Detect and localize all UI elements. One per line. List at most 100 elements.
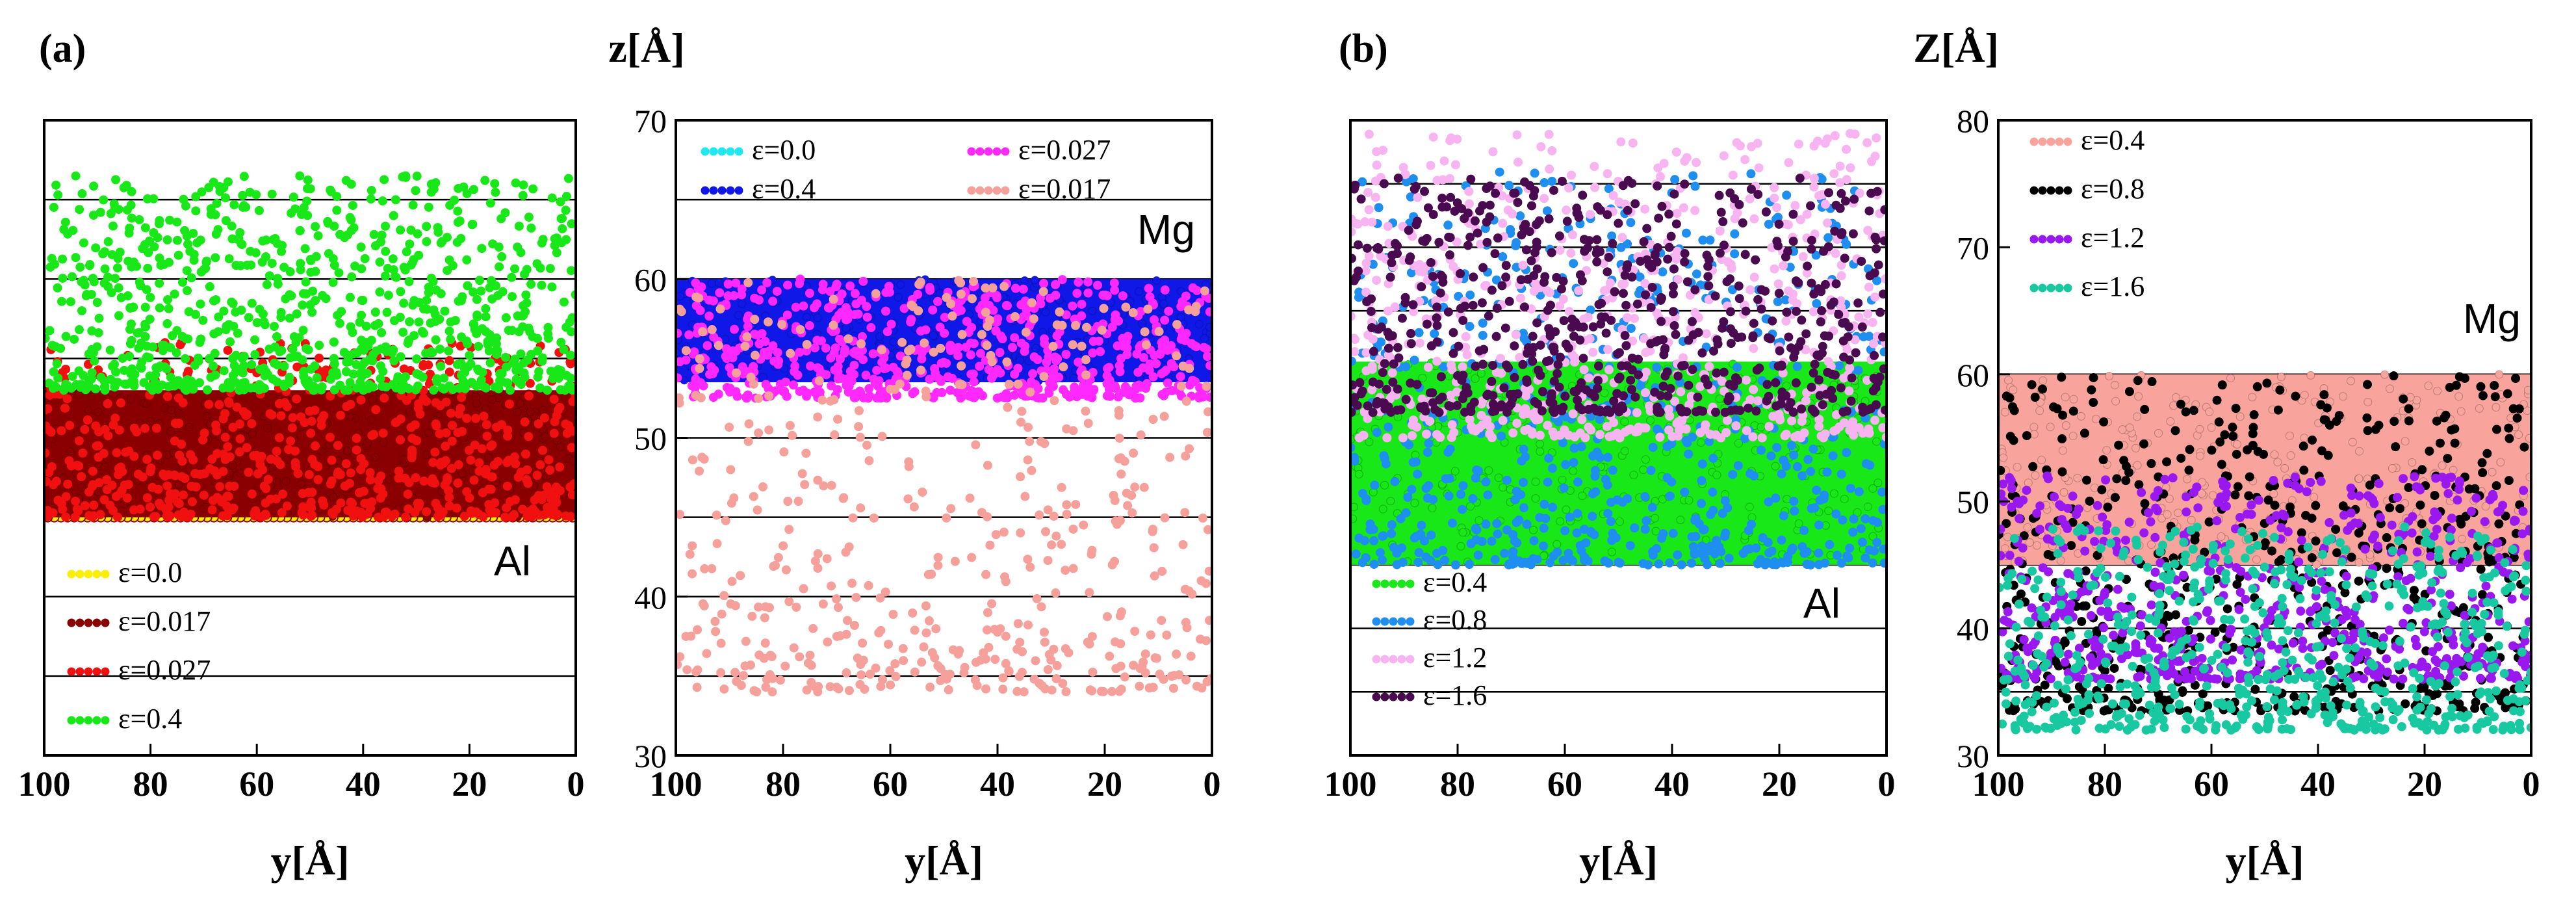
data-point <box>734 311 743 320</box>
data-point <box>805 289 814 298</box>
data-point <box>1143 304 1153 314</box>
data-point <box>805 321 814 330</box>
data-point <box>1781 462 1791 471</box>
data-point <box>1387 520 1397 530</box>
data-point <box>1861 514 1870 524</box>
legend-marker <box>75 569 84 579</box>
data-point <box>1023 455 1033 465</box>
data-point <box>1205 392 1212 402</box>
data-point <box>972 681 982 690</box>
series-eps-0.4 <box>44 171 576 395</box>
data-point <box>1697 499 1707 508</box>
data-point <box>419 304 429 314</box>
data-point <box>526 280 536 289</box>
data-point <box>1140 668 1150 678</box>
data-point <box>1200 334 1209 343</box>
legend-marker <box>67 618 76 627</box>
data-point <box>1406 268 1416 278</box>
data-point <box>237 378 247 388</box>
data-point <box>487 395 496 404</box>
data-point <box>983 321 992 331</box>
data-point <box>411 385 420 395</box>
data-point <box>888 610 898 620</box>
data-point <box>48 384 58 393</box>
data-point <box>49 202 58 212</box>
data-point <box>877 345 886 355</box>
data-point <box>829 294 838 304</box>
data-point <box>1478 330 1488 340</box>
data-point <box>931 368 940 378</box>
data-point <box>385 475 394 484</box>
data-point <box>206 204 216 214</box>
data-point <box>764 425 774 435</box>
data-point <box>845 281 855 291</box>
data-point <box>321 365 331 375</box>
data-point <box>135 328 144 337</box>
data-point <box>857 339 866 348</box>
data-point <box>1181 451 1191 461</box>
data-point <box>264 271 274 281</box>
data-point <box>990 655 1000 664</box>
data-point <box>1144 283 1153 293</box>
data-point <box>806 677 816 687</box>
data-point <box>716 638 726 648</box>
data-point <box>446 317 456 327</box>
data-point <box>835 354 845 364</box>
data-point <box>1036 437 1046 447</box>
data-point <box>390 272 400 281</box>
data-point <box>861 371 871 380</box>
data-point <box>758 373 767 382</box>
data-point <box>566 350 576 360</box>
legend-label: ε=0.017 <box>118 605 211 637</box>
data-point <box>1110 285 1120 295</box>
data-point <box>228 354 238 363</box>
data-point <box>1762 557 1771 567</box>
data-point <box>149 194 159 203</box>
data-point <box>497 369 507 378</box>
data-point <box>149 228 159 237</box>
data-point <box>443 266 452 276</box>
legend-label: ε=0.4 <box>752 173 816 205</box>
data-point <box>1129 449 1139 458</box>
data-point <box>1849 514 1859 524</box>
data-point <box>1458 362 1467 372</box>
data-point <box>151 423 161 433</box>
data-point <box>738 362 747 372</box>
legend-marker <box>67 716 76 725</box>
data-point <box>1468 494 1478 504</box>
data-point <box>567 219 576 229</box>
data-point <box>1802 209 1812 219</box>
data-point <box>862 312 872 322</box>
data-point <box>688 349 698 359</box>
data-point <box>70 334 79 344</box>
data-point <box>1071 321 1081 330</box>
data-point <box>212 426 222 436</box>
data-point <box>94 408 103 417</box>
data-point <box>830 430 840 439</box>
data-point <box>1559 483 1569 493</box>
data-point <box>535 460 545 469</box>
data-point <box>412 171 422 181</box>
data-point <box>389 211 398 220</box>
data-point <box>548 499 558 508</box>
data-point <box>191 206 201 216</box>
data-point <box>352 360 361 370</box>
data-point <box>1863 226 1873 235</box>
data-point <box>172 348 181 358</box>
data-point <box>390 509 400 519</box>
data-point <box>1139 657 1148 667</box>
data-point <box>1088 667 1098 677</box>
data-point <box>1031 343 1040 352</box>
data-point <box>1690 547 1699 556</box>
data-point <box>1118 291 1127 301</box>
data-point <box>1603 508 1613 518</box>
data-point <box>795 347 805 357</box>
data-point <box>84 381 94 391</box>
data-point <box>189 250 199 259</box>
data-point <box>1789 497 1799 506</box>
data-point <box>250 383 259 393</box>
data-point <box>764 317 773 327</box>
data-point <box>864 456 874 465</box>
data-point <box>983 460 992 470</box>
data-point <box>491 187 500 197</box>
